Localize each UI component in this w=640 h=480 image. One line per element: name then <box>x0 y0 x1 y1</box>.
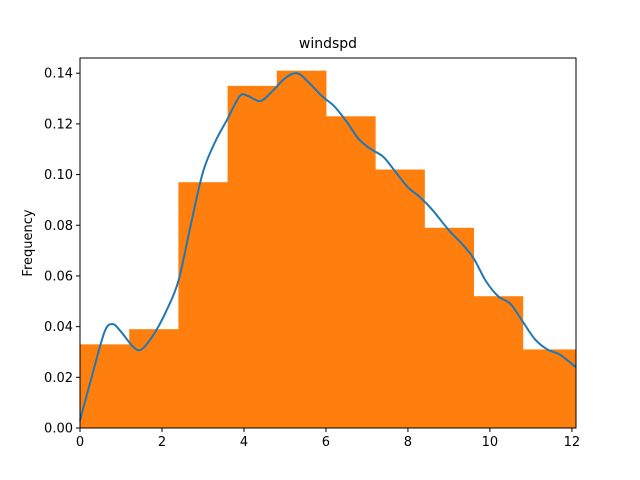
histogram-bar-5 <box>325 116 376 429</box>
kde-curve <box>79 72 577 421</box>
plot-frame <box>79 57 577 429</box>
x-tick-label: 6 <box>322 435 330 450</box>
y-tick-label: 0.12 <box>44 117 73 132</box>
histogram-bar-4 <box>276 70 327 428</box>
x-tick-label: 4 <box>240 435 248 450</box>
y-axis: 0.00 0.02 0.04 0.06 0.08 0.10 0.12 0.14 <box>44 67 80 437</box>
histogram-bar-1 <box>129 329 179 428</box>
x-axis: 0 2 4 6 8 10 12 <box>76 428 580 450</box>
y-axis-label: Frequency <box>21 209 36 276</box>
chart-title: windspd <box>299 36 357 52</box>
histogram-bar-6 <box>375 169 425 429</box>
histogram-bar-2 <box>178 182 229 428</box>
y-tick-label: 0.08 <box>44 219 73 234</box>
histogram-bars <box>80 70 577 429</box>
x-tick-label: 10 <box>482 435 499 450</box>
x-tick-label: 2 <box>158 435 166 450</box>
x-tick-label: 12 <box>564 435 581 450</box>
x-tick-label: 8 <box>404 435 412 450</box>
histogram-bar-8 <box>473 296 524 428</box>
histogram-bar-3 <box>227 85 278 428</box>
histogram-bar-9 <box>522 349 577 428</box>
y-tick-label: 0.00 <box>44 422 73 437</box>
y-tick-label: 0.06 <box>44 269 73 284</box>
y-tick-label: 0.10 <box>44 168 73 183</box>
y-tick-label: 0.02 <box>44 371 73 386</box>
x-tick-label: 0 <box>76 435 84 450</box>
y-tick-label: 0.04 <box>44 320 73 335</box>
y-tick-label: 0.14 <box>44 67 73 82</box>
histogram-bar-7 <box>424 227 475 428</box>
histogram-bar-0 <box>80 344 130 428</box>
